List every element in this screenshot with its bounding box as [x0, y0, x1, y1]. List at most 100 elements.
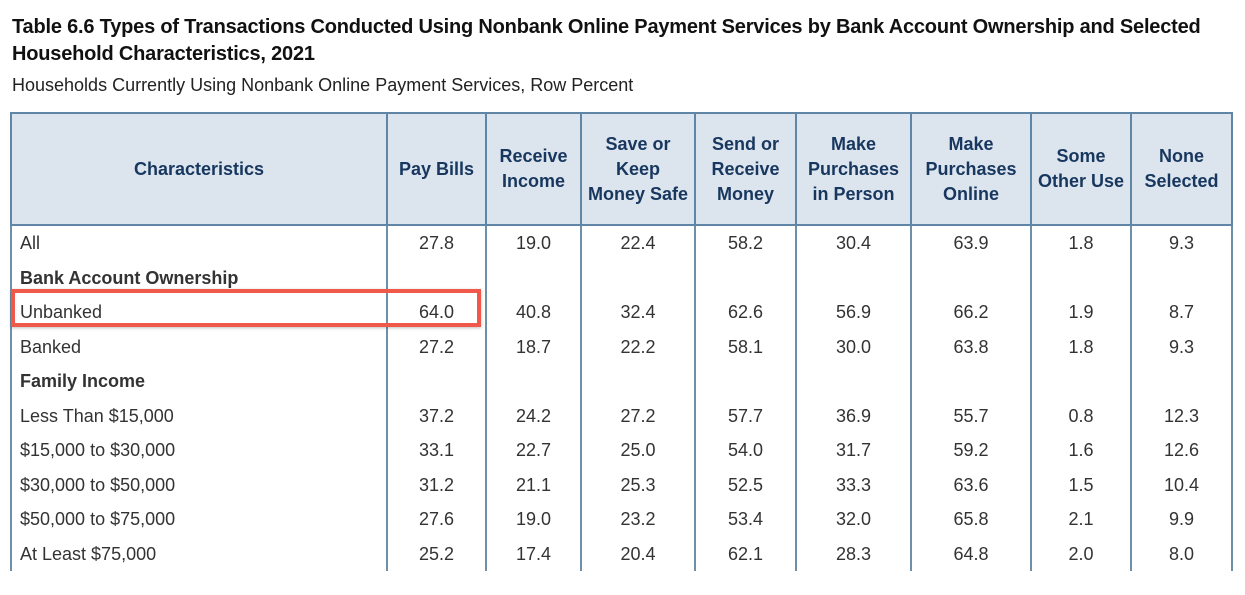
cell: 30.4: [795, 225, 912, 261]
cell: 1.6: [1030, 433, 1132, 468]
cell: 21.1: [485, 467, 582, 502]
cell: 57.7: [694, 398, 797, 433]
cell: 9.9: [1130, 502, 1233, 537]
cell: 52.5: [694, 467, 797, 502]
row-label: $50,000 to $75,000: [10, 502, 388, 537]
cell: 23.2: [580, 502, 696, 537]
cell: 20.4: [580, 536, 696, 571]
table-row: All 27.8 19.0 22.4 58.2 30.4 63.9 1.8 9.…: [10, 225, 1233, 261]
cell: [910, 364, 1032, 399]
cell: 2.0: [1030, 536, 1132, 571]
cell: 30.0: [795, 329, 912, 364]
cell: 63.6: [910, 467, 1032, 502]
cell: 55.7: [910, 398, 1032, 433]
cell: 54.0: [694, 433, 797, 468]
column-header-purchases-online: Make Purchases Online: [910, 112, 1032, 226]
row-label: Banked: [10, 329, 388, 364]
cell: 0.8: [1030, 398, 1132, 433]
cell: 27.2: [386, 329, 487, 364]
table-subtitle: Households Currently Using Nonbank Onlin…: [12, 75, 634, 95]
cell: [580, 364, 696, 399]
cell: 8.7: [1130, 295, 1233, 330]
cell: 12.6: [1130, 433, 1233, 468]
cell: 56.9: [795, 295, 912, 330]
column-header-pay-bills: Pay Bills: [386, 112, 487, 226]
cell: 63.9: [910, 225, 1032, 261]
cell: 66.2: [910, 295, 1032, 330]
section-row: Bank Account Ownership: [10, 260, 1233, 295]
cell: [910, 260, 1032, 295]
cell: 33.3: [795, 467, 912, 502]
cell: [694, 364, 797, 399]
cell: 40.8: [485, 295, 582, 330]
cell: 27.2: [580, 398, 696, 433]
cell: 1.9: [1030, 295, 1132, 330]
table-row: Banked 27.2 18.7 22.2 58.1 30.0 63.8 1.8…: [10, 329, 1233, 364]
cell: 63.8: [910, 329, 1032, 364]
cell: 1.5: [1030, 467, 1132, 502]
cell: 59.2: [910, 433, 1032, 468]
cell: 31.7: [795, 433, 912, 468]
cell: 2.1: [1030, 502, 1132, 537]
cell: 64.0: [386, 295, 487, 330]
row-label: $30,000 to $50,000: [10, 467, 388, 502]
cell: 25.2: [386, 536, 487, 571]
column-header-purchases-in-person: Make Purchases in Person: [795, 112, 912, 226]
table-row: Less Than $15,000 37.2 24.2 27.2 57.7 36…: [10, 398, 1233, 433]
cell: 58.2: [694, 225, 797, 261]
cell: [1030, 364, 1132, 399]
section-label: Family Income: [10, 364, 388, 399]
cell: 65.8: [910, 502, 1032, 537]
header-row: Characteristics Pay Bills Receive Income…: [10, 112, 1233, 226]
cell: 25.3: [580, 467, 696, 502]
cell: 22.2: [580, 329, 696, 364]
cell: 32.4: [580, 295, 696, 330]
row-label: At Least $75,000: [10, 536, 388, 571]
cell: 1.8: [1030, 225, 1132, 261]
cell: [795, 364, 912, 399]
cell: 18.7: [485, 329, 582, 364]
cell: 32.0: [795, 502, 912, 537]
column-header-send-receive-money: Send or Receive Money: [694, 112, 797, 226]
cell: [1130, 364, 1233, 399]
section-label: Bank Account Ownership: [10, 260, 388, 295]
cell: [1130, 260, 1233, 295]
cell: 1.8: [1030, 329, 1132, 364]
cell: 25.0: [580, 433, 696, 468]
table-row-highlighted: Unbanked 64.0 40.8 32.4 62.6 56.9 66.2 1…: [10, 295, 1233, 330]
cell: 8.0: [1130, 536, 1233, 571]
table-row: $15,000 to $30,000 33.1 22.7 25.0 54.0 3…: [10, 433, 1233, 468]
cell: [580, 260, 696, 295]
cell: 19.0: [485, 225, 582, 261]
row-label: Unbanked: [10, 295, 388, 330]
cell: 27.8: [386, 225, 487, 261]
section-row: Family Income: [10, 364, 1233, 399]
cell: 22.4: [580, 225, 696, 261]
cell: [485, 260, 582, 295]
cell: 24.2: [485, 398, 582, 433]
row-label: Less Than $15,000: [10, 398, 388, 433]
cell: [694, 260, 797, 295]
cell: 28.3: [795, 536, 912, 571]
cell: 9.3: [1130, 225, 1233, 261]
column-header-characteristics: Characteristics: [10, 112, 388, 226]
cell: [795, 260, 912, 295]
row-label: All: [10, 225, 388, 261]
table-row: $30,000 to $50,000 31.2 21.1 25.3 52.5 3…: [10, 467, 1233, 502]
cell: 17.4: [485, 536, 582, 571]
table-row: $50,000 to $75,000 27.6 19.0 23.2 53.4 3…: [10, 502, 1233, 537]
column-header-save-money: Save or Keep Money Safe: [580, 112, 696, 226]
cell: 62.6: [694, 295, 797, 330]
table-title: Table 6.6 Types of Transactions Conducte…: [12, 16, 1201, 65]
cell: 22.7: [485, 433, 582, 468]
cell: 53.4: [694, 502, 797, 537]
cell: 36.9: [795, 398, 912, 433]
row-label: $15,000 to $30,000: [10, 433, 388, 468]
cell: [485, 364, 582, 399]
cell: [386, 260, 487, 295]
column-header-none-selected: None Selected: [1130, 112, 1233, 226]
table-row: At Least $75,000 25.2 17.4 20.4 62.1 28.…: [10, 536, 1233, 571]
cell: 37.2: [386, 398, 487, 433]
column-header-receive-income: Receive Income: [485, 112, 582, 226]
column-header-other-use: Some Other Use: [1030, 112, 1132, 226]
